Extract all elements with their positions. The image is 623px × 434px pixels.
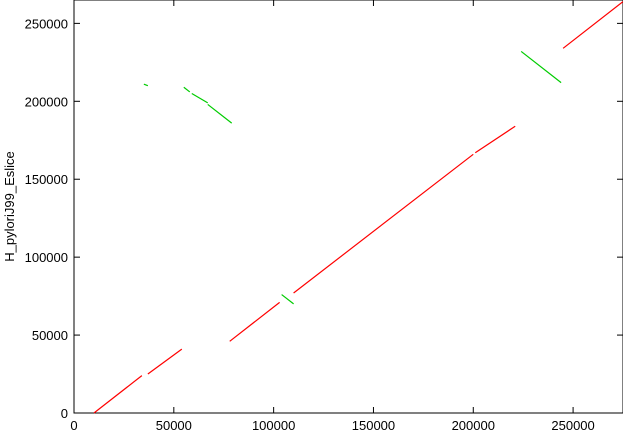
y-tick-label: 200000 <box>25 94 68 109</box>
reverse-alignment-segment <box>191 92 209 104</box>
y-tick-label: 250000 <box>25 16 68 31</box>
axis-ticks: 0 50000 100000 150000 200000 250000 0 50000 1000… <box>25 0 623 433</box>
reverse-alignment-segment <box>143 83 149 87</box>
y-tick-label: 0 <box>61 406 68 421</box>
reverse-alignment-segment <box>520 50 562 84</box>
forward-alignment-segment <box>562 1 623 49</box>
x-tick-label: 150000 <box>352 418 395 433</box>
forward-alignment-segment <box>474 125 516 154</box>
forward-alignment-segment <box>147 348 183 375</box>
forward-alignment-segment <box>229 301 280 342</box>
x-tick-label: 200000 <box>452 418 495 433</box>
y-axis-title: H_pyloriJ99_Eslice <box>2 151 17 262</box>
reverse-alignment-segment <box>207 103 233 124</box>
x-tick-label: 100000 <box>252 418 295 433</box>
x-tick-label: 50000 <box>156 418 192 433</box>
y-tick-label: 50000 <box>32 328 68 343</box>
y-tick-label: 100000 <box>25 250 68 265</box>
x-tick-label: 250000 <box>551 418 594 433</box>
plot-area-frame <box>73 0 623 414</box>
reverse-alignment-segment <box>281 294 294 305</box>
x-tick-label: 0 <box>70 418 77 433</box>
reverse-alignment-segment <box>183 86 191 93</box>
alignment-segments <box>93 1 623 414</box>
y-tick-label: 150000 <box>25 172 68 187</box>
forward-alignment-segment <box>93 375 143 414</box>
forward-alignment-segment <box>293 153 474 294</box>
